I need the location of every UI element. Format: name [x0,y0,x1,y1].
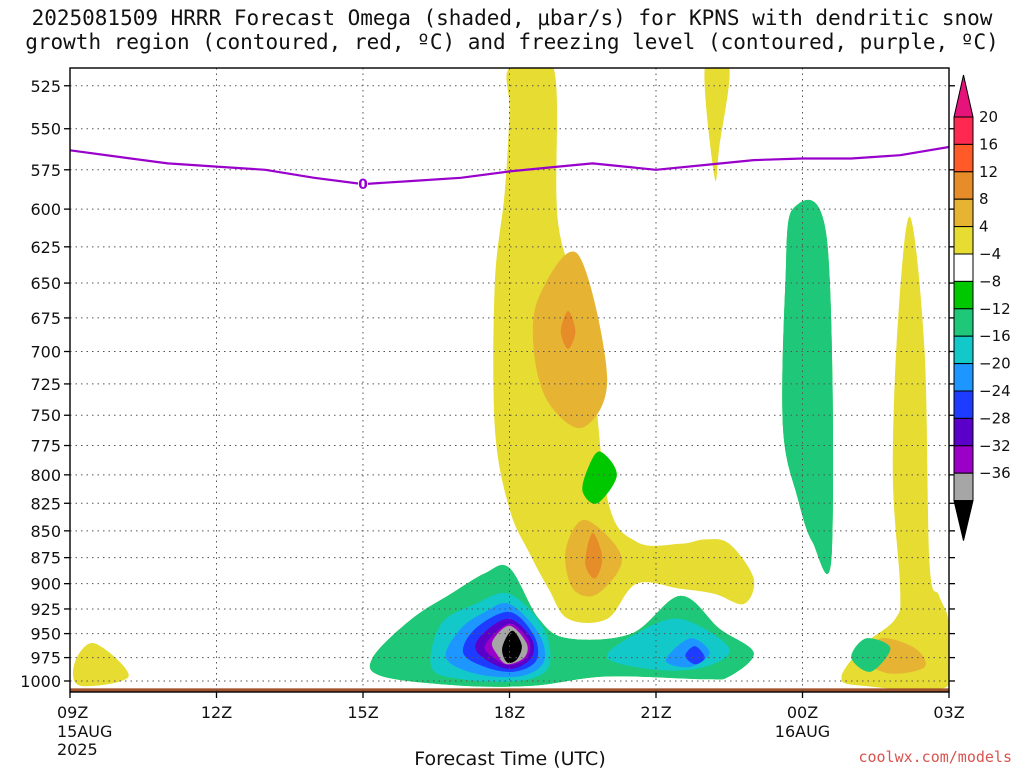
y-tick-label-575: 575 [30,161,61,180]
omega-region-2 [560,311,576,349]
colorbar-label-13: −36 [979,464,1011,482]
colorbar-bin-14 [953,472,974,502]
y-tick-label-525: 525 [30,77,61,96]
y-tick-label-975: 975 [30,649,61,668]
colorbar-bin-3 [953,171,974,200]
colorbar-label-12: −32 [979,437,1011,455]
credit-text: coolwx.com/models [858,748,1012,766]
x-tick-label-03Z: 03Z [933,703,964,722]
colorbar-bin-8 [953,308,974,337]
colorbar-label-4: 4 [979,218,989,236]
omega-region-15 [851,638,891,672]
colorbar-label-11: −28 [979,409,1011,427]
x-tick-date-00Z: 16AUG [775,722,830,741]
x-tick-label-15Z: 15Z [347,703,378,722]
omega-region-5 [585,532,603,579]
freezing-label-bg [358,176,368,193]
y-tick-label-775: 775 [30,437,61,456]
x-tick-label-12Z: 12Z [201,703,232,722]
y-tick-label-875: 875 [30,549,61,568]
colorbar-label-8: −16 [979,327,1011,345]
colorbar-label-5: −4 [979,245,1001,263]
x-tick-date-09Z: 15AUG [57,722,112,741]
y-tick-label-550: 550 [30,120,61,139]
title-line-1: 2025081509 HRRR Forecast Omega (shaded, … [31,6,993,30]
grid-lines [70,68,949,692]
colorbar-bin-2 [953,143,974,173]
y-tick-label-650: 650 [30,274,61,293]
x-tick-label-00Z: 00Z [787,703,818,722]
freezing-level-label: 0 [358,177,368,193]
omega-shading [72,68,949,691]
y-tick-label-800: 800 [30,466,61,485]
omega-region-25 [502,630,522,664]
y-tick-label-900: 900 [30,575,61,594]
x-axis-label: Forecast Time (UTC) [414,748,605,768]
colorbar-bin-1 [953,116,974,145]
y-tick-label-825: 825 [30,494,61,513]
x-tick-label-21Z: 21Z [640,703,671,722]
colorbar-bin-10 [953,363,974,392]
y-tick-label-850: 850 [30,522,61,541]
colorbar-label-0: 20 [979,108,998,126]
omega-region-6 [582,451,617,504]
y-tick-label-625: 625 [30,238,61,257]
colorbar-bin-6 [953,253,974,282]
colorbar-label-7: −12 [979,300,1011,318]
colorbar-label-1: 16 [979,135,998,153]
y-tick-label-725: 725 [30,375,61,394]
y-tick-label-1000: 1000 [20,672,61,691]
colorbar-label-10: −24 [979,382,1011,400]
y-tick-label-700: 700 [30,343,61,362]
colorbar-bin-12 [953,417,974,447]
omega-region-12 [782,199,834,575]
colorbar-label-3: 8 [979,190,989,208]
colorbar-label-2: 12 [979,163,998,181]
y-tick-label-675: 675 [30,309,61,328]
omega-region-10 [72,643,129,687]
freezing-level-contour: 0 [70,145,949,193]
colorbar-top-arrow [953,74,974,118]
colorbar-bottom-arrow [953,500,974,541]
x-tick-year-09Z: 2025 [57,740,98,759]
colorbar: 20 16 12 8 4 −4 −8 −12 −16 −20 −24 −28 −32 −36 [953,74,1011,541]
chart-title: 2025081509 HRRR Forecast Omega (shaded, … [0,6,1024,54]
y-tick-label-600: 600 [30,200,61,219]
colorbar-label-9: −20 [979,355,1011,373]
colorbar-label-6: −8 [979,272,1001,290]
y-axis-ticks: 525 550 575 600 625 650 675 700 725 750 775 800 825 8… [20,77,955,691]
y-tick-label-750: 750 [30,406,61,425]
omega-region-21 [685,646,705,665]
colorbar-bin-9 [953,335,974,365]
colorbar-bin-11 [953,390,974,419]
colorbar-bin-5 [953,226,974,255]
title-line-2: growth region (contoured, red, ºC) and f… [25,30,999,54]
x-tick-label-09Z: 09Z [57,703,88,722]
colorbar-bin-7 [953,280,974,310]
freezing-level-line [70,145,949,186]
y-tick-label-925: 925 [30,600,61,619]
omega-region-7 [704,68,730,181]
x-tick-label-18Z: 18Z [494,703,525,722]
colorbar-bin-13 [953,445,974,474]
colorbar-bin-4 [953,198,974,228]
y-tick-label-950: 950 [30,625,61,644]
omega-region-8 [841,216,949,691]
